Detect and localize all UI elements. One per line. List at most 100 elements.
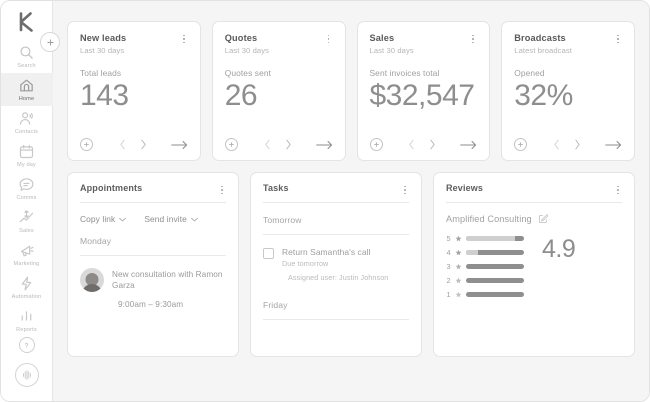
star-icon bbox=[455, 291, 462, 298]
search-icon bbox=[18, 44, 35, 61]
card-metric-value: 26 bbox=[224, 79, 258, 112]
average-rating-score: 4.9 bbox=[542, 235, 576, 263]
sales-chart-icon bbox=[18, 209, 35, 226]
divider bbox=[263, 202, 409, 203]
chevron-left-icon[interactable] bbox=[408, 139, 415, 150]
sidebar-item-my-day[interactable]: My day bbox=[1, 139, 53, 172]
star-icon bbox=[455, 235, 462, 242]
plus-icon bbox=[84, 142, 89, 147]
card-title: Broadcasts bbox=[514, 33, 566, 43]
appointment-item[interactable]: New consultation with Ramon Garza 9:00am… bbox=[80, 268, 226, 309]
card-sales: Sales Last 30 days Sent invoices total $… bbox=[356, 21, 491, 161]
arrow-right-icon[interactable] bbox=[315, 140, 333, 150]
panel-appointments: Appointments Copy link Send invite Monda… bbox=[67, 172, 239, 357]
sidebar: Search Home Contacts bbox=[1, 1, 53, 401]
chevron-down-icon bbox=[191, 217, 198, 221]
quick-add-button[interactable] bbox=[40, 32, 60, 52]
sidebar-item-label: Contacts bbox=[14, 129, 39, 135]
task-details: Return Samantha's call Due tomorrow Assi… bbox=[282, 247, 388, 282]
card-new-leads: New leads Last 30 days Total leads 143 bbox=[67, 21, 201, 161]
brand-waveform-icon[interactable] bbox=[14, 363, 39, 387]
divider bbox=[263, 319, 409, 320]
app-logo[interactable] bbox=[14, 10, 40, 33]
rating-row-1: 1 bbox=[446, 290, 524, 299]
chevron-right-icon[interactable] bbox=[574, 139, 581, 150]
card-quotes: Quotes Last 30 days Quotes sent 26 bbox=[211, 21, 346, 161]
rating-stars-count: 1 bbox=[446, 290, 451, 299]
card-title: Quotes bbox=[224, 33, 258, 43]
divider bbox=[80, 255, 226, 256]
edit-square-icon[interactable] bbox=[538, 214, 548, 224]
sidebar-item-marketing[interactable]: Marketing bbox=[1, 238, 53, 271]
cursor-arrow-logo-icon bbox=[19, 11, 33, 32]
appointment-details: New consultation with Ramon Garza 9:00am… bbox=[112, 268, 226, 309]
more-vertical-icon[interactable] bbox=[400, 184, 410, 196]
sidebar-item-sales[interactable]: Sales bbox=[1, 205, 53, 238]
copy-link-dropdown[interactable]: Copy link bbox=[80, 214, 127, 224]
rating-bar-track bbox=[466, 292, 524, 297]
card-pagination bbox=[553, 139, 622, 150]
add-button[interactable] bbox=[80, 138, 93, 151]
sidebar-item-label: Sales bbox=[19, 228, 34, 234]
more-vertical-icon[interactable] bbox=[324, 33, 334, 45]
divider bbox=[263, 234, 409, 235]
card-title: Sales bbox=[369, 33, 395, 43]
rating-bar-track bbox=[466, 236, 524, 241]
card-broadcasts: Broadcasts Latest broadcast Opened 32% bbox=[501, 21, 635, 161]
chevron-right-icon[interactable] bbox=[140, 139, 147, 150]
card-metric-value: $32,547 bbox=[369, 79, 475, 112]
sidebar-item-home[interactable]: Home bbox=[1, 73, 53, 106]
contacts-icon bbox=[18, 110, 35, 127]
card-footer bbox=[224, 138, 333, 151]
calendar-icon bbox=[18, 143, 35, 160]
rating-bar-track bbox=[466, 264, 524, 269]
megaphone-icon bbox=[18, 242, 35, 259]
bolt-icon bbox=[18, 275, 35, 292]
sidebar-item-reports[interactable]: Reports bbox=[1, 304, 53, 337]
card-subtitle: Last 30 days bbox=[80, 46, 125, 55]
more-vertical-icon[interactable] bbox=[179, 33, 189, 45]
sidebar-item-automation[interactable]: Automation bbox=[1, 271, 53, 304]
chevron-down-icon bbox=[119, 217, 127, 221]
arrow-right-icon[interactable] bbox=[460, 140, 477, 150]
add-button[interactable] bbox=[514, 138, 528, 151]
help-circle-icon[interactable] bbox=[18, 337, 35, 353]
add-button[interactable] bbox=[224, 138, 238, 151]
arrow-right-icon[interactable] bbox=[170, 140, 188, 150]
sidebar-item-label: Automation bbox=[11, 294, 42, 300]
rating-stars-count: 2 bbox=[446, 276, 451, 285]
more-vertical-icon[interactable] bbox=[613, 184, 623, 196]
sidebar-item-comms[interactable]: Comms bbox=[1, 172, 53, 205]
card-pagination bbox=[408, 139, 477, 150]
arrow-right-icon[interactable] bbox=[605, 140, 622, 150]
question-mark-icon bbox=[24, 342, 29, 348]
card-footer bbox=[514, 138, 622, 151]
chat-icon bbox=[18, 176, 35, 193]
sidebar-item-contacts[interactable]: Contacts bbox=[1, 106, 53, 139]
chevron-left-icon[interactable] bbox=[119, 139, 126, 150]
chevron-left-icon[interactable] bbox=[553, 139, 560, 150]
task-checkbox[interactable] bbox=[263, 248, 274, 259]
chevron-right-icon[interactable] bbox=[285, 139, 292, 150]
rating-bar-track bbox=[466, 278, 524, 283]
more-vertical-icon[interactable] bbox=[613, 33, 623, 45]
divider bbox=[446, 202, 622, 203]
appointment-actions: Copy link Send invite bbox=[80, 214, 226, 224]
appointment-day-label: Monday bbox=[80, 236, 112, 246]
card-subtitle: Last 30 days bbox=[369, 46, 414, 55]
sidebar-item-label: Search bbox=[17, 63, 36, 69]
review-breakdown: 5 4 3 bbox=[446, 234, 622, 304]
more-vertical-icon[interactable] bbox=[468, 33, 478, 45]
chevron-left-icon[interactable] bbox=[264, 139, 271, 150]
send-invite-dropdown[interactable]: Send invite bbox=[144, 214, 198, 224]
plus-icon bbox=[373, 142, 379, 147]
stat-card-row: New leads Last 30 days Total leads 143 bbox=[67, 21, 635, 161]
sidebar-item-search[interactable]: Search bbox=[1, 40, 53, 73]
chevron-right-icon[interactable] bbox=[429, 139, 436, 150]
sidebar-item-label: Home bbox=[18, 96, 35, 102]
more-vertical-icon[interactable] bbox=[217, 184, 227, 196]
add-button[interactable] bbox=[369, 138, 383, 151]
task-item[interactable]: Return Samantha's call Due tomorrow Assi… bbox=[263, 247, 409, 282]
bar-chart-icon bbox=[18, 308, 35, 325]
panel-reviews: Reviews Amplified Consulting 5 bbox=[433, 172, 635, 357]
